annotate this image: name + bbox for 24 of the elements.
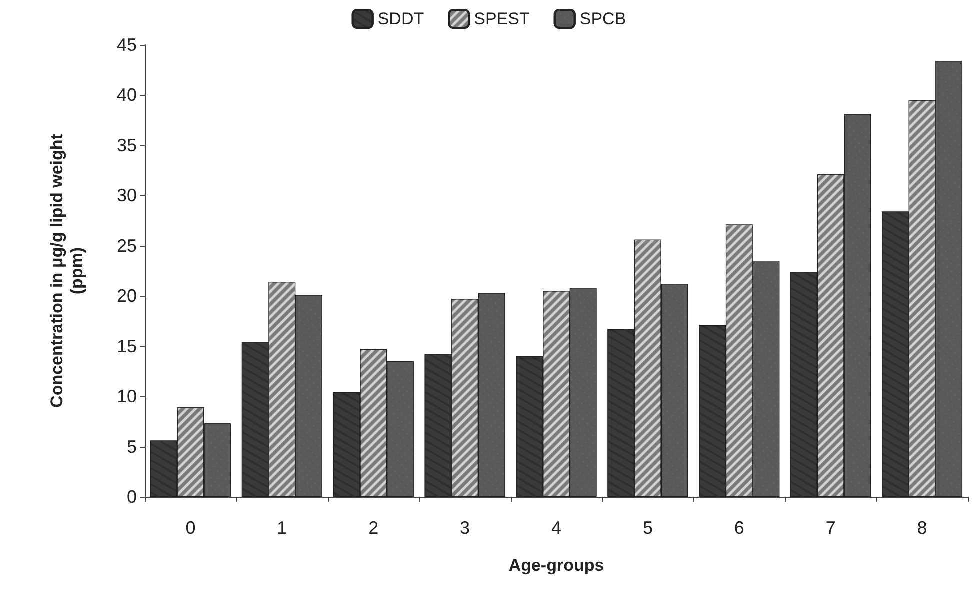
y-tick-label: 40	[116, 85, 137, 106]
y-tick-label: 5	[126, 436, 137, 457]
y-tick-label: 35	[116, 135, 137, 156]
legend-label: SPCB	[580, 10, 626, 28]
x-tick-label: 8	[917, 518, 928, 538]
x-tick-label: 5	[642, 518, 653, 538]
x-tick-label: 4	[551, 518, 562, 538]
x-tick-label: 1	[277, 518, 288, 538]
y-axis-title: Concentration in μg/g lipid weight (ppm)	[48, 134, 86, 408]
x-tick-label: 3	[460, 518, 470, 538]
legend-label: SPEST	[474, 10, 530, 28]
x-tick-label: 6	[734, 518, 744, 538]
y-tick-label: 45	[116, 35, 137, 55]
x-tick-label: 0	[186, 518, 196, 538]
x-tick-label: 2	[368, 518, 379, 538]
y-tick-label: 15	[116, 336, 137, 356]
y-tick-label: 20	[116, 286, 137, 306]
x-axis-title: Age-groups	[508, 556, 604, 575]
legend-label: SDDT	[378, 10, 424, 28]
x-tick-label: 7	[826, 518, 836, 538]
y-tick-label: 0	[126, 487, 137, 507]
y-tick-label: 25	[116, 236, 137, 256]
y-tick-label: 30	[116, 186, 137, 206]
y-tick-label: 10	[116, 386, 137, 407]
